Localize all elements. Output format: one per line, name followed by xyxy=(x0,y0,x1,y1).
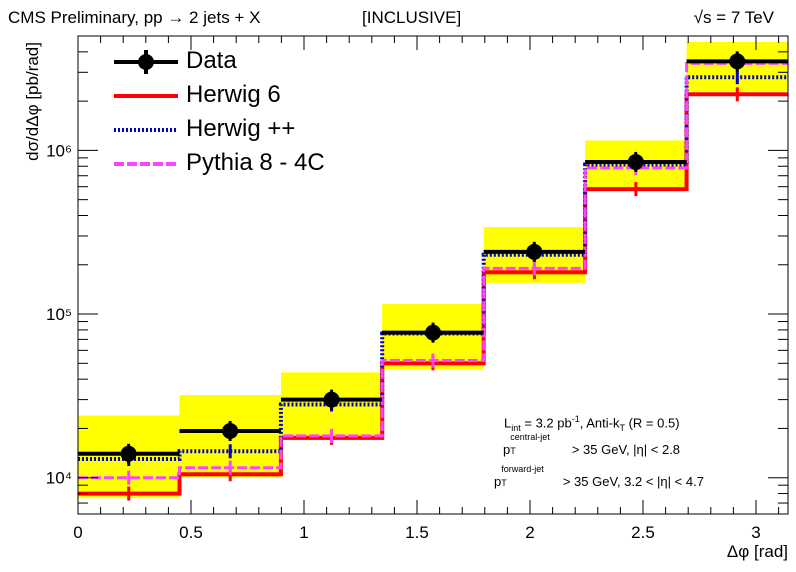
plot-header-title: CMS Preliminary, pp → 2 jets + X xyxy=(8,8,261,27)
energy-value: = 7 TeV xyxy=(711,8,774,27)
energy-label: √s = 7 TeV xyxy=(694,8,774,28)
legend-herwigpp-symbol xyxy=(114,128,178,132)
info-c-rest: > 35 GeV, |η| < 2.8 xyxy=(568,442,681,457)
legend-item-data: Data xyxy=(112,46,372,78)
energy-sqrt-symbol: √s xyxy=(693,8,712,27)
data-point xyxy=(627,153,644,170)
info-f-p: p xyxy=(494,474,502,489)
legend-data-symbol xyxy=(114,50,178,74)
info-l-end: (R = 0.5) xyxy=(624,415,680,431)
data-point xyxy=(729,53,746,70)
info-c-sub: T xyxy=(510,446,516,456)
legend-pythia-symbol xyxy=(114,162,178,166)
legend-herwig6-symbol xyxy=(114,94,178,98)
data-point xyxy=(222,422,239,439)
info-l-sup: -1 xyxy=(571,414,580,424)
legend-item-herwigpp: Herwig ++ xyxy=(112,114,372,146)
x-tick-label: 0.5 xyxy=(179,523,203,542)
plot-header-tag: [INCLUSIVE] xyxy=(362,8,462,27)
info-c-p: p xyxy=(503,442,511,457)
info-l-mid: = 3.2 pb xyxy=(520,415,572,431)
data-point xyxy=(120,445,137,462)
y-tick-label: 10⁶ xyxy=(46,141,72,160)
y-axis-label: dσ/dΔφ [pb/rad] xyxy=(23,42,42,161)
info-c-sup: central-jet xyxy=(510,432,550,442)
info-central-jet: p central-jet T > 35 GeV, |η| < 2.8 xyxy=(503,432,681,457)
x-tick-label: 3 xyxy=(751,523,760,542)
data-point xyxy=(323,391,340,408)
info-l: L xyxy=(504,415,512,431)
x-tick-label: 2.5 xyxy=(631,523,655,542)
y-axis-ticks: 10⁴ 10⁵ 10⁶ xyxy=(46,35,788,515)
data-point xyxy=(526,243,543,260)
legend-label-herwigpp: Herwig ++ xyxy=(186,115,296,142)
x-axis-label: Δφ [rad] xyxy=(727,542,788,561)
info-l-post: , Anti-k xyxy=(579,415,620,431)
plot-frame xyxy=(77,35,789,515)
x-tick-label: 1.5 xyxy=(405,523,429,542)
info-l-sub: int xyxy=(511,422,521,433)
legend-item-pythia: Pythia 8 - 4C xyxy=(112,148,372,180)
y-tick-label: 10⁵ xyxy=(46,305,72,324)
x-tick-label: 2 xyxy=(525,523,534,542)
info-f-rest: > 35 GeV, 3.2 < |η| < 4.7 xyxy=(559,474,704,489)
info-l-sub2: T xyxy=(619,422,625,433)
info-forward-jet: p forward-jet T > 35 GeV, 3.2 < |η| < 4.7 xyxy=(494,464,704,489)
y-tick-label: 10⁴ xyxy=(46,469,72,488)
info-luminosity: Lint = 3.2 pb-1, Anti-kT (R = 0.5) xyxy=(504,414,680,433)
legend-item-herwig6: Herwig 6 xyxy=(112,80,372,112)
legend-label-herwig6: Herwig 6 xyxy=(186,81,281,108)
data-points xyxy=(78,51,788,464)
x-tick-label: 0 xyxy=(73,523,82,542)
legend-label-data: Data xyxy=(186,47,237,74)
info-f-sup: forward-jet xyxy=(501,464,544,474)
data-point xyxy=(425,324,442,341)
x-tick-label: 1 xyxy=(299,523,308,542)
x-axis-ticks: 0 0.5 1 1.5 2 2.5 3 xyxy=(73,36,780,542)
info-f-sub: T xyxy=(501,478,507,488)
legend-label-pythia: Pythia 8 - 4C xyxy=(186,149,325,176)
